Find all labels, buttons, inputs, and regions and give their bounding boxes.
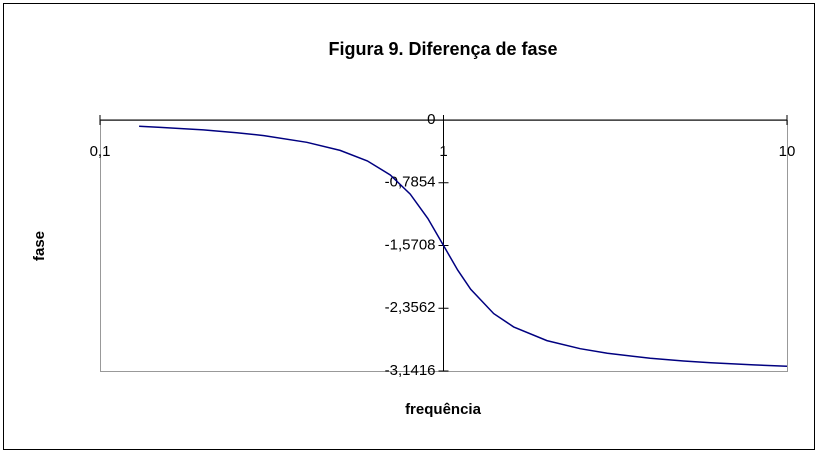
chart-frame xyxy=(3,3,815,450)
y-axis-title: fase xyxy=(31,231,48,261)
y-tick-label: -3,1416 xyxy=(385,362,436,379)
x-tick-label: 1 xyxy=(439,143,447,160)
data-line xyxy=(139,125,788,367)
chart-title: Figura 9. Diferença de fase xyxy=(328,39,557,59)
y-tick-label: 0 xyxy=(427,111,435,128)
y-tick-label: -1,5708 xyxy=(385,236,436,253)
x-tick-label: 10 xyxy=(779,143,796,160)
x-tick-label: 0,1 xyxy=(90,143,111,160)
y-tick-label: -0,7854 xyxy=(385,174,436,191)
y-tick-label: -2,3562 xyxy=(385,299,436,316)
x-axis-title: frequência xyxy=(405,401,482,418)
